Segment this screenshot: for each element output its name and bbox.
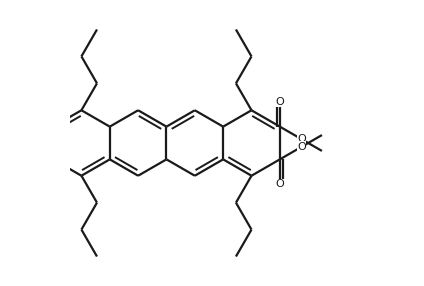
Text: O: O <box>297 134 306 144</box>
Text: O: O <box>276 97 284 107</box>
Text: O: O <box>276 179 284 189</box>
Text: O: O <box>297 142 306 152</box>
